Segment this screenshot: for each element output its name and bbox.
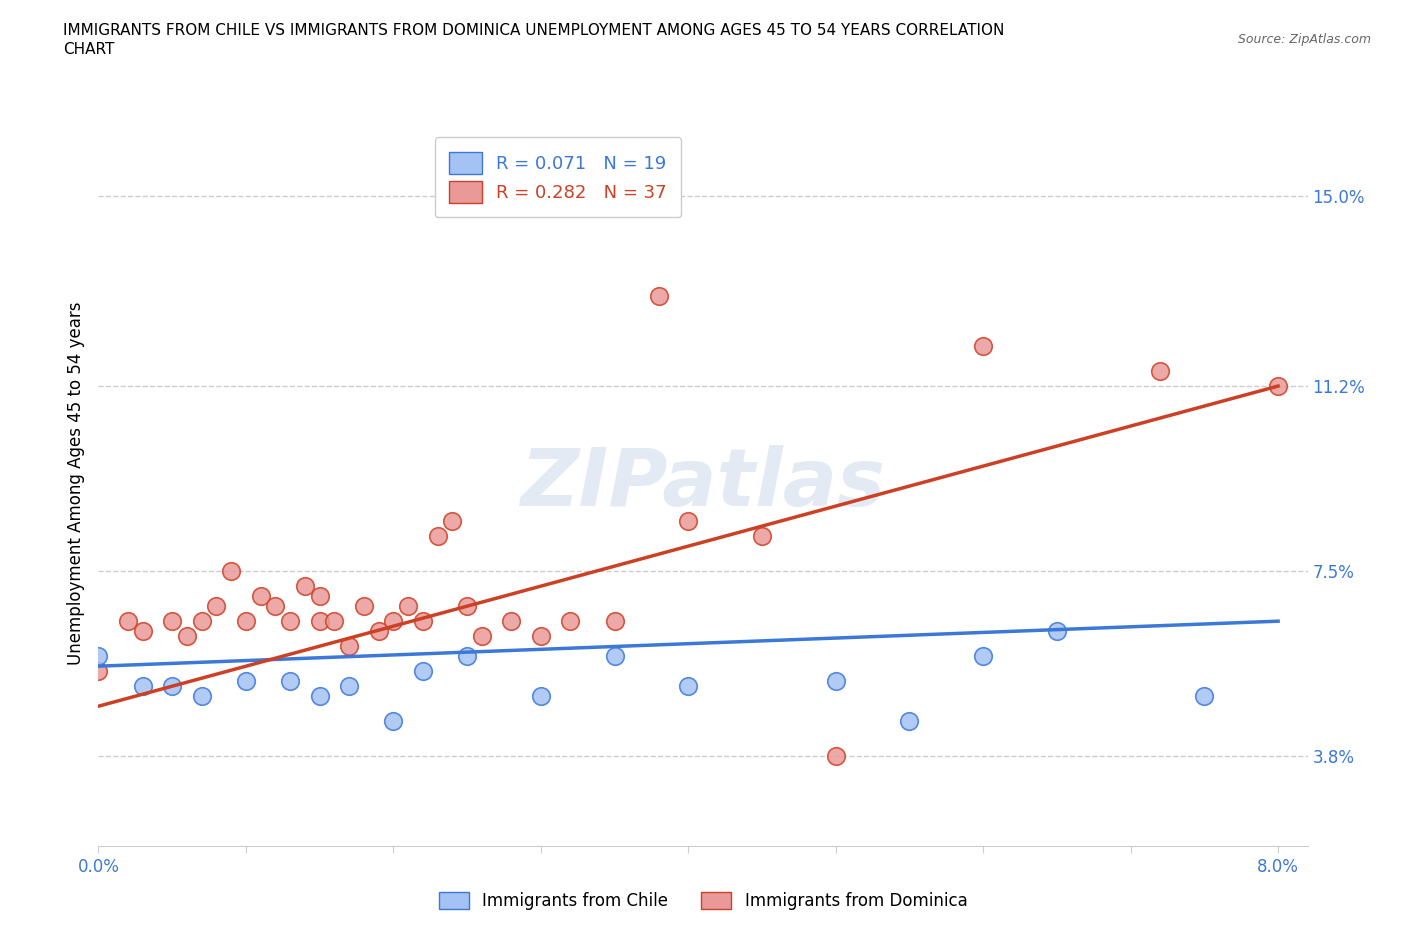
Point	[1149, 364, 1171, 379]
Y-axis label: Unemployment Among Ages 45 to 54 years: Unemployment Among Ages 45 to 54 years	[66, 302, 84, 665]
Point	[678, 679, 700, 694]
Point	[219, 564, 242, 578]
Point	[337, 679, 360, 694]
Point	[308, 689, 330, 704]
Point	[972, 339, 994, 353]
Point	[751, 528, 773, 543]
Point	[412, 664, 434, 679]
Point	[382, 614, 405, 629]
Point	[898, 714, 921, 729]
Point	[235, 673, 257, 688]
Point	[160, 679, 183, 694]
Point	[176, 629, 198, 644]
Point	[235, 614, 257, 629]
Text: CHART: CHART	[63, 42, 115, 57]
Text: IMMIGRANTS FROM CHILE VS IMMIGRANTS FROM DOMINICA UNEMPLOYMENT AMONG AGES 45 TO : IMMIGRANTS FROM CHILE VS IMMIGRANTS FROM…	[63, 23, 1005, 38]
Point	[678, 513, 700, 528]
Point	[1194, 689, 1216, 704]
Point	[190, 689, 212, 704]
Point	[824, 673, 846, 688]
Legend: Immigrants from Chile, Immigrants from Dominica: Immigrants from Chile, Immigrants from D…	[432, 885, 974, 917]
Point	[87, 664, 110, 679]
Text: ZIPatlas: ZIPatlas	[520, 445, 886, 523]
Point	[1267, 379, 1289, 393]
Point	[264, 599, 287, 614]
Point	[603, 614, 626, 629]
Point	[426, 528, 449, 543]
Point	[396, 599, 419, 614]
Text: Source: ZipAtlas.com: Source: ZipAtlas.com	[1237, 33, 1371, 46]
Point	[367, 624, 389, 639]
Point	[249, 589, 271, 604]
Point	[530, 689, 553, 704]
Point	[117, 614, 139, 629]
Point	[131, 679, 153, 694]
Point	[323, 614, 346, 629]
Point	[382, 714, 405, 729]
Point	[456, 649, 478, 664]
Point	[160, 614, 183, 629]
Point	[131, 624, 153, 639]
Point	[501, 614, 523, 629]
Point	[1046, 624, 1069, 639]
Point	[603, 649, 626, 664]
Point	[648, 288, 671, 303]
Point	[456, 599, 478, 614]
Point	[205, 599, 228, 614]
Legend: R = 0.071   N = 19, R = 0.282   N = 37: R = 0.071 N = 19, R = 0.282 N = 37	[434, 138, 681, 218]
Point	[294, 578, 316, 593]
Point	[441, 513, 464, 528]
Point	[308, 614, 330, 629]
Point	[337, 639, 360, 654]
Point	[308, 589, 330, 604]
Point	[530, 629, 553, 644]
Point	[471, 629, 494, 644]
Point	[824, 749, 846, 764]
Point	[560, 614, 582, 629]
Point	[278, 614, 301, 629]
Point	[412, 614, 434, 629]
Point	[353, 599, 375, 614]
Point	[278, 673, 301, 688]
Point	[87, 649, 110, 664]
Point	[972, 649, 994, 664]
Point	[190, 614, 212, 629]
